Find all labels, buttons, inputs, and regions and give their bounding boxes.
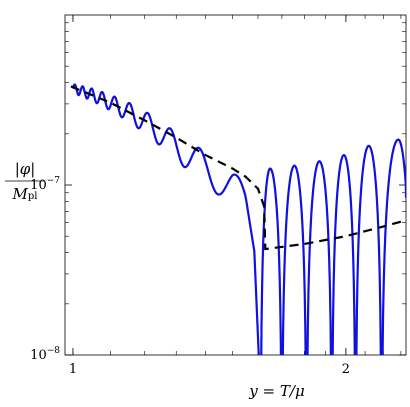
y-axis-label-denominator: Mpl — [12, 185, 38, 203]
x-tick-label: 2 — [342, 362, 350, 377]
y-axis-label: |φ| Mpl — [5, 160, 45, 203]
x-tick-label: 1 — [69, 362, 77, 377]
series-oscillating-line — [71, 83, 406, 355]
tick-labels: 1 2 10−7 10−8 — [30, 176, 350, 377]
series-layer — [70, 83, 406, 355]
series-dashed-line — [70, 85, 406, 251]
y-axis-label-numerator: |φ| — [15, 160, 36, 178]
y-tick-label: 10−8 — [30, 346, 60, 363]
x-axis-label: y = T/μ — [248, 382, 304, 400]
major-ticks — [65, 15, 406, 356]
y-tick-label: 10−7 — [30, 176, 60, 193]
